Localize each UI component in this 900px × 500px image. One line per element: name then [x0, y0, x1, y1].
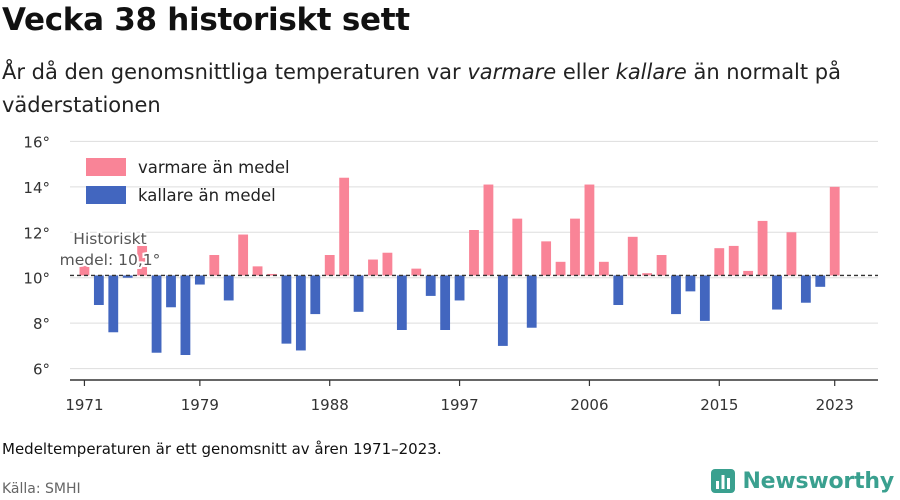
bar-warm [324, 255, 335, 276]
bar-warm [267, 273, 277, 276]
baseline-label-line-1: Historiskt [73, 230, 146, 248]
bar-cold [454, 275, 465, 301]
bar-cold [93, 275, 104, 305]
bar-cold [699, 275, 710, 321]
legend-swatch-warm [86, 158, 126, 176]
bar-cold [613, 275, 624, 305]
bar-warm [642, 273, 653, 276]
bar-cold [122, 275, 133, 278]
subtitle-text-1: År då den genomsnittliga temperaturen va… [2, 60, 468, 84]
footnote: Medeltemperaturen är ett genomsnitt av å… [2, 440, 442, 458]
bar-cold [772, 275, 782, 310]
x-tick-label: 2015 [700, 396, 738, 414]
newsworthy-logo-icon [711, 469, 736, 493]
y-tick-label: 8° [33, 315, 50, 333]
y-tick-label: 14° [23, 179, 50, 197]
x-tick-label: 1988 [311, 396, 349, 414]
y-tick-label: 16° [23, 133, 50, 151]
bar-cold [526, 275, 537, 328]
y-tick-label: 6° [33, 361, 50, 379]
bar-warm [79, 264, 90, 276]
bar-warm [829, 186, 840, 276]
bar-cold [440, 275, 451, 330]
bar-cold [800, 275, 811, 303]
bar-warm [512, 218, 523, 276]
bar-warm [541, 241, 552, 276]
bar-cold [815, 275, 826, 287]
bar-warm [137, 245, 148, 276]
source-note: Källa: SMHI [2, 481, 81, 497]
bar-cold [295, 275, 306, 351]
x-tick-label: 1997 [440, 396, 478, 414]
legend-label-cold: kallare än medel [138, 186, 276, 205]
bar-warm [252, 266, 263, 276]
bar-cold [310, 275, 321, 315]
x-tick-label: 1979 [181, 396, 219, 414]
bar-cold [353, 275, 364, 312]
bar-warm [743, 270, 754, 276]
subtitle-text-3: än normalt på väderstationen [2, 60, 841, 117]
bar-warm [598, 261, 609, 276]
bar-warm [382, 252, 393, 276]
bar-warm [714, 248, 725, 276]
subtitle-cold-word: kallare [615, 60, 687, 84]
bar-cold [151, 275, 162, 353]
chart-subtitle: År då den genomsnittliga temperaturen va… [2, 56, 882, 122]
bar-cold [396, 275, 407, 330]
x-tick-label: 2023 [816, 396, 854, 414]
brand-logo: Newsworthy [710, 468, 894, 494]
bar-cold [223, 275, 234, 301]
bar-warm [627, 236, 638, 276]
bar-warm [209, 255, 220, 276]
bar-warm [786, 232, 797, 276]
legend-label-warm: varmare än medel [138, 158, 290, 177]
bar-warm [757, 220, 768, 276]
legend-swatch-cold [86, 186, 126, 204]
bar-warm [570, 218, 580, 276]
bar-chart: 6° 8° 10° 12° 14° 16° Historiskt medel: 10,1° 19… [23, 133, 878, 414]
bar-cold [180, 275, 191, 355]
bar-cold [425, 275, 436, 296]
bar-cold [497, 275, 508, 346]
bar-warm [238, 234, 249, 276]
bar-cold [108, 275, 119, 333]
bar-cold [166, 275, 176, 308]
subtitle-warm-word: varmare [467, 60, 557, 84]
x-tick-label: 1971 [65, 396, 103, 414]
bar-warm [368, 259, 378, 276]
bar-warm [584, 184, 595, 276]
bar-warm [656, 255, 667, 276]
bar-warm [339, 177, 350, 276]
x-tick-label: 2006 [570, 396, 608, 414]
bar-warm [483, 184, 494, 276]
bar-warm [469, 230, 479, 276]
baseline-label-line-2: medel: 10,1° [60, 251, 161, 269]
bar-cold [194, 275, 205, 285]
y-tick-label: 12° [23, 224, 50, 242]
brand-name: Newsworthy [742, 468, 894, 494]
bar-warm [728, 245, 739, 276]
bar-warm [411, 268, 422, 276]
y-tick-label: 10° [23, 270, 50, 288]
bar-warm [555, 261, 566, 276]
bar-cold [685, 275, 696, 292]
subtitle-text-2: eller [556, 60, 616, 84]
bar-cold [671, 275, 681, 315]
chart-title: Vecka 38 historiskt sett [2, 2, 410, 38]
bar-cold [281, 275, 292, 344]
